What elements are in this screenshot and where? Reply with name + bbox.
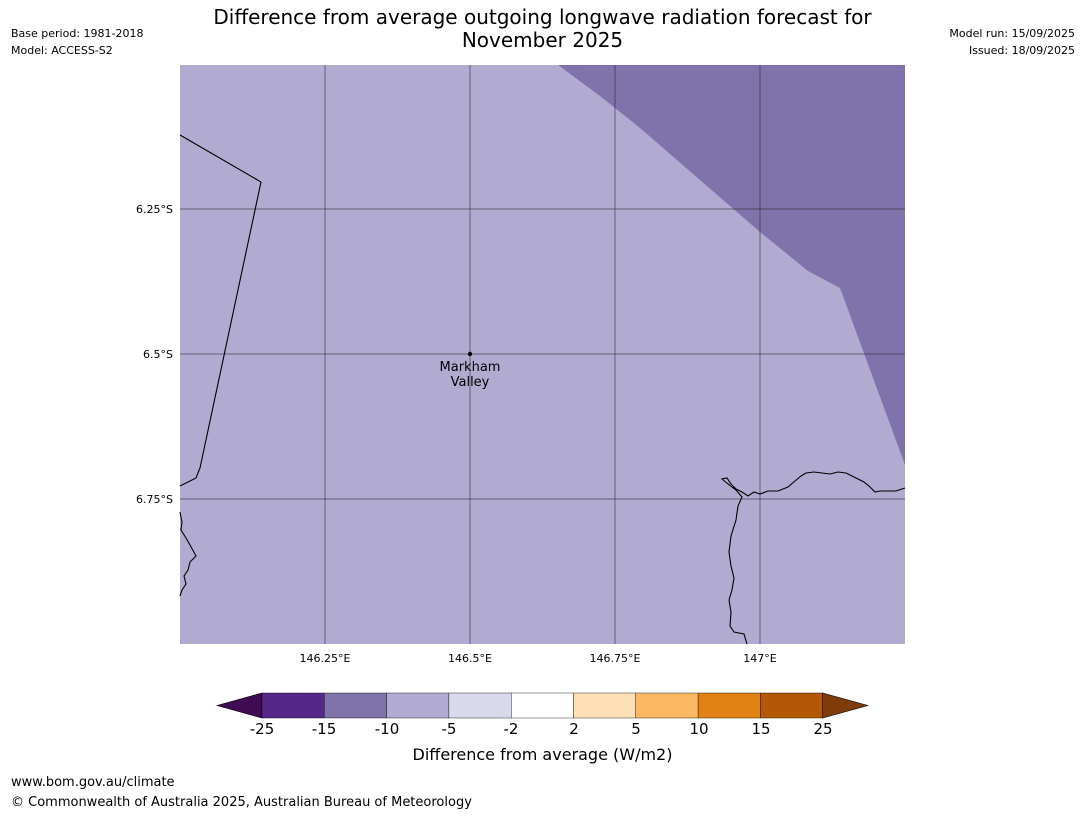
colorbar-tick-label: 25 xyxy=(813,720,833,738)
colorbar-cell xyxy=(324,692,387,719)
colorbar-cell xyxy=(386,692,450,719)
colorbar-tick-label: 10 xyxy=(689,720,709,738)
base-period-text: Base period: 1981-2018 xyxy=(11,27,144,40)
lon-tick-label: 146.75°E xyxy=(589,652,641,665)
colorbar-tick-label: -25 xyxy=(249,720,275,738)
colorbar-cells xyxy=(215,692,870,719)
footer-copyright: © Commonwealth of Australia 2025, Austra… xyxy=(11,795,472,810)
map-title: Difference from average outgoing longwav… xyxy=(160,6,925,52)
colorbar-cell xyxy=(573,692,636,719)
colorbar-extend-low xyxy=(215,692,263,719)
lon-tick-label: 146.25°E xyxy=(299,652,351,665)
colorbar-tick-label: -10 xyxy=(374,720,400,738)
lat-tick-label: 6.25°S xyxy=(136,203,173,216)
colorbar-cell xyxy=(760,692,823,719)
colorbar-cell xyxy=(697,692,761,719)
anomaly-field-dark xyxy=(558,65,905,465)
location-label-line-2: Valley xyxy=(450,375,490,390)
title-line-1: Difference from average outgoing longwav… xyxy=(213,5,872,29)
model-text: Model: ACCESS-S2 xyxy=(11,44,113,57)
colorbar-tick-label: -15 xyxy=(311,720,337,738)
markham-valley-marker xyxy=(467,351,473,357)
lon-tick-label: 147°E xyxy=(743,652,777,665)
lat-tick-label: 6.75°S xyxy=(136,493,173,506)
colorbar-tick-label: 5 xyxy=(631,720,641,738)
colorbar-cell xyxy=(635,692,699,719)
lat-tick-label: 6.5°S xyxy=(143,348,173,361)
colorbar-cell xyxy=(261,692,325,719)
colorbar-extend-high xyxy=(822,692,870,719)
footer-url: www.bom.gov.au/climate xyxy=(11,775,175,790)
border-line xyxy=(179,134,262,487)
coastline-west xyxy=(179,511,197,597)
location-label-line-1: Markham xyxy=(439,360,501,375)
colorbar-tick-label: -2 xyxy=(503,720,519,738)
title-line-2: November 2025 xyxy=(461,28,624,52)
colorbar-cell xyxy=(448,692,512,719)
colorbar-cell xyxy=(511,692,574,719)
colorbar-tick-label: -5 xyxy=(441,720,457,738)
issued-text: Issued: 18/09/2025 xyxy=(968,44,1075,57)
colorbar-tick-label: 15 xyxy=(751,720,771,738)
colorbar-tick-label: 2 xyxy=(569,720,579,738)
colorbar-label: Difference from average (W/m2) xyxy=(412,745,673,764)
location-label: Markham Valley xyxy=(420,360,520,390)
model-run-text: Model run: 15/09/2025 xyxy=(949,27,1075,40)
coastline-east xyxy=(720,471,906,645)
boundaries xyxy=(179,134,906,645)
lon-tick-label: 146.5°E xyxy=(448,652,492,665)
